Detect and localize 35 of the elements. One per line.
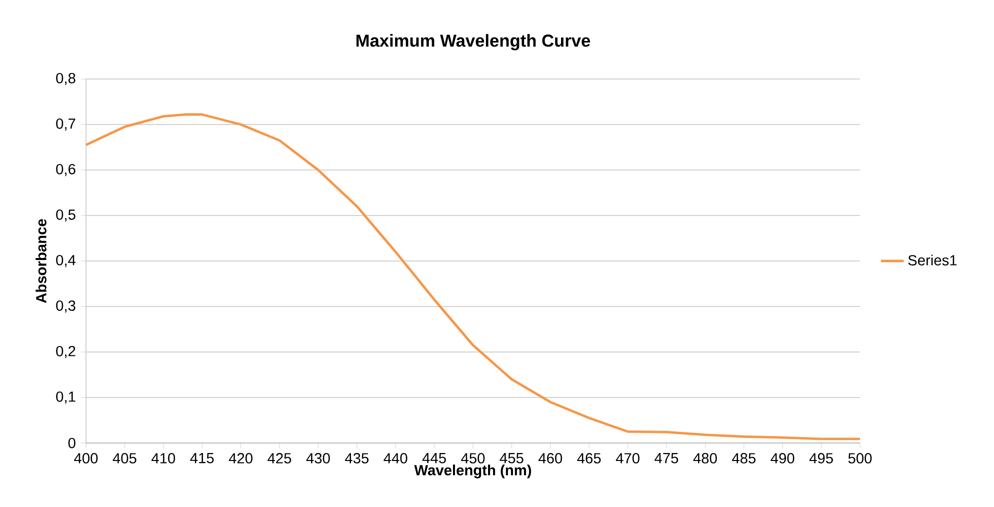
- y-tick-label: 0,6: [56, 164, 76, 176]
- line-series: [86, 113, 860, 440]
- x-tick-label: 410: [152, 453, 176, 464]
- y-tick-label: 0,5: [56, 209, 76, 222]
- legend-label: Series1: [908, 254, 957, 266]
- y-tick-label: 0: [68, 438, 76, 448]
- y-tick-label: 0,8: [56, 72, 76, 86]
- x-tick-label: 440: [384, 453, 408, 464]
- y-tick-label: 0,2: [56, 346, 76, 358]
- x-tick-label: 405: [112, 453, 136, 464]
- x-axis-title: Wavelength (nm): [414, 464, 532, 478]
- x-tick-label: 465: [577, 453, 601, 464]
- y-axis-title: Absorbance: [36, 219, 46, 304]
- x-tick-label: 480: [693, 453, 717, 464]
- x-tick-label: 415: [190, 453, 214, 464]
- x-tick-label: 445: [422, 453, 446, 464]
- x-tick-label: 425: [268, 453, 292, 464]
- x-tick-label: 490: [770, 453, 794, 464]
- x-tick-label: 460: [538, 453, 562, 464]
- x-tick-label: 500: [848, 453, 872, 464]
- x-tick-label: 470: [616, 453, 640, 464]
- x-tick-label: 430: [306, 453, 330, 464]
- x-tick-label: 485: [732, 453, 756, 464]
- y-tick-label: 0,3: [56, 300, 76, 313]
- y-tick-label: 0,7: [56, 118, 76, 131]
- x-tick-label: 475: [654, 453, 678, 464]
- y-tick-label: 0,4: [56, 254, 76, 268]
- x-tick-label: 420: [228, 453, 252, 464]
- x-tick-label: 495: [809, 453, 833, 464]
- x-tick-label: 435: [345, 453, 369, 464]
- chart-title: Maximum Wavelength Curve: [356, 34, 590, 50]
- y-tick-label: 0,1: [56, 391, 76, 404]
- x-tick-label: 450: [461, 453, 485, 464]
- x-tick-label: 455: [500, 453, 524, 464]
- x-tick-label: 400: [74, 453, 98, 464]
